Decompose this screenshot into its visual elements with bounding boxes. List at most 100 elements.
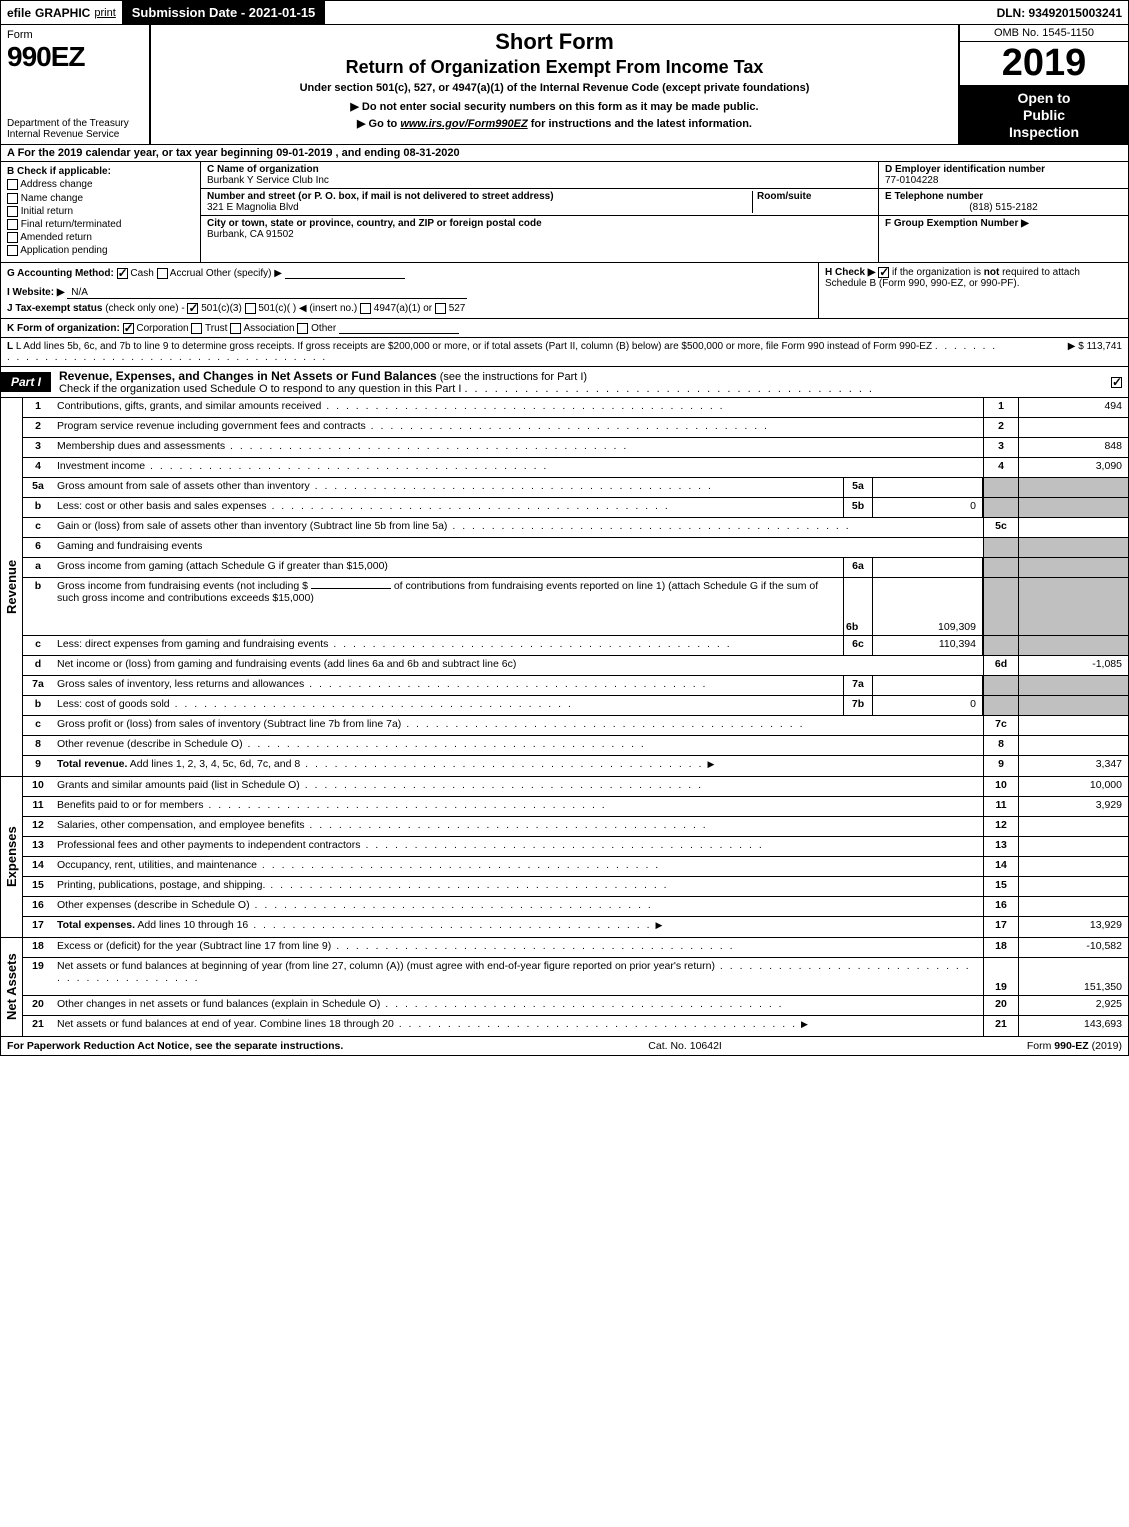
header-left: Form 990EZ Department of the Treasury In… bbox=[1, 25, 151, 144]
ein-value: 77-0104228 bbox=[885, 175, 1122, 186]
goto-line: ▶ Go to www.irs.gov/Form990EZ for instru… bbox=[157, 117, 952, 130]
application-pending-checkbox[interactable] bbox=[7, 245, 18, 256]
line-7b-desc: Less: cost of goods sold bbox=[57, 698, 170, 710]
line-1-desc: Contributions, gifts, grants, and simila… bbox=[57, 400, 321, 412]
line-9-val: 3,347 bbox=[1018, 756, 1128, 776]
h-section: H Check ▶ if the organization is not req… bbox=[818, 263, 1128, 318]
amended-return-label: Amended return bbox=[20, 232, 92, 243]
part1-dots bbox=[464, 383, 874, 395]
open-public-badge: Open to Public Inspection bbox=[960, 86, 1128, 144]
initial-return-label: Initial return bbox=[21, 206, 73, 217]
open-line2: Public bbox=[962, 107, 1126, 124]
line-4-desc: Investment income bbox=[57, 460, 145, 472]
return-title: Return of Organization Exempt From Incom… bbox=[157, 57, 952, 78]
treasury-dept: Department of the Treasury bbox=[7, 118, 143, 129]
l-text: L Add lines 5b, 6c, and 7b to line 9 to … bbox=[16, 341, 932, 352]
h-checkbox[interactable] bbox=[878, 267, 889, 278]
final-return-checkbox[interactable] bbox=[7, 219, 18, 230]
cat-no: Cat. No. 10642I bbox=[343, 1040, 1027, 1052]
association-checkbox[interactable] bbox=[230, 323, 241, 334]
trust-checkbox[interactable] bbox=[191, 323, 202, 334]
cash-checkbox[interactable] bbox=[117, 268, 128, 279]
line-5a-inner bbox=[873, 478, 983, 497]
line-7c-desc: Gross profit or (loss) from sales of inv… bbox=[57, 718, 401, 730]
dln-label: DLN: 93492015003241 bbox=[991, 4, 1128, 22]
line-8: 8Other revenue (describe in Schedule O)8 bbox=[23, 736, 1128, 756]
corporation-checkbox[interactable] bbox=[123, 323, 134, 334]
revenue-vert-label: Revenue bbox=[1, 398, 23, 776]
line-6c: cLess: direct expenses from gaming and f… bbox=[23, 636, 1128, 656]
irs-label: Internal Revenue Service bbox=[7, 129, 143, 140]
line-7c-val bbox=[1018, 716, 1128, 735]
revenue-section: Revenue 1Contributions, gifts, grants, a… bbox=[0, 398, 1129, 777]
schedule-o-checkbox[interactable] bbox=[1111, 377, 1122, 388]
line-8-val bbox=[1018, 736, 1128, 755]
line-16-val bbox=[1018, 897, 1128, 916]
col-b-checkboxes: B Check if applicable: Address change Na… bbox=[1, 162, 201, 262]
address-change-checkbox[interactable] bbox=[7, 179, 18, 190]
4947-checkbox[interactable] bbox=[360, 303, 371, 314]
ein-label: D Employer identification number bbox=[885, 164, 1122, 175]
col-d-ein: D Employer identification number 77-0104… bbox=[878, 162, 1128, 262]
line-1: 1Contributions, gifts, grants, and simil… bbox=[23, 398, 1128, 418]
line-18-val: -10,582 bbox=[1018, 938, 1128, 957]
line-14-val bbox=[1018, 857, 1128, 876]
line-17: 17Total expenses. Add lines 10 through 1… bbox=[23, 917, 1128, 937]
line-17-val: 13,929 bbox=[1018, 917, 1128, 937]
other-org-checkbox[interactable] bbox=[297, 323, 308, 334]
city-state-zip: Burbank, CA 91502 bbox=[207, 229, 872, 240]
irs-link[interactable]: www.irs.gov/Form990EZ bbox=[400, 118, 527, 130]
line-19-desc: Net assets or fund balances at beginning… bbox=[57, 960, 715, 972]
part1-hint: (see the instructions for Part I) bbox=[440, 371, 587, 383]
accrual-checkbox[interactable] bbox=[157, 268, 168, 279]
form-ref-num: 990-EZ bbox=[1054, 1040, 1088, 1052]
net-assets-section: Net Assets 18Excess or (deficit) for the… bbox=[0, 938, 1129, 1037]
line-16-desc: Other expenses (describe in Schedule O) bbox=[57, 899, 250, 911]
527-checkbox[interactable] bbox=[435, 303, 446, 314]
form-word: Form bbox=[7, 29, 143, 41]
expenses-lines: 10Grants and similar amounts paid (list … bbox=[23, 777, 1128, 937]
short-form-title: Short Form bbox=[157, 29, 952, 55]
line-10-val: 10,000 bbox=[1018, 777, 1128, 796]
line-20: 20Other changes in net assets or fund ba… bbox=[23, 996, 1128, 1016]
line-5b: bLess: cost or other basis and sales exp… bbox=[23, 498, 1128, 518]
omb-number: OMB No. 1545-1150 bbox=[960, 25, 1128, 42]
line-19-val: 151,350 bbox=[1018, 958, 1128, 995]
line-21-desc: Net assets or fund balances at end of ye… bbox=[57, 1018, 394, 1030]
header-right: OMB No. 1545-1150 2019 Open to Public In… bbox=[958, 25, 1128, 144]
name-change-label: Name change bbox=[21, 193, 83, 204]
line-6c-desc: Less: direct expenses from gaming and fu… bbox=[57, 638, 328, 650]
gh-row: G Accounting Method: Cash Accrual Other … bbox=[0, 263, 1129, 319]
line-18-desc: Excess or (deficit) for the year (Subtra… bbox=[57, 940, 331, 952]
line-14: 14Occupancy, rent, utilities, and mainte… bbox=[23, 857, 1128, 877]
line-13-desc: Professional fees and other payments to … bbox=[57, 839, 361, 851]
501c3-checkbox[interactable] bbox=[187, 303, 198, 314]
line-6b-desc1: Gross income from fundraising events (no… bbox=[57, 580, 308, 592]
line-2-val bbox=[1018, 418, 1128, 437]
line-20-desc: Other changes in net assets or fund bala… bbox=[57, 998, 380, 1010]
line-8-desc: Other revenue (describe in Schedule O) bbox=[57, 738, 243, 750]
print-link[interactable]: print bbox=[94, 7, 115, 19]
line-3: 3Membership dues and assessments3848 bbox=[23, 438, 1128, 458]
line-6c-inner: 110,394 bbox=[873, 636, 983, 655]
line-5c: cGain or (loss) from sale of assets othe… bbox=[23, 518, 1128, 538]
line-7b: bLess: cost of goods sold7b0 bbox=[23, 696, 1128, 716]
topbar-left: efile GRAPHIC print bbox=[1, 4, 122, 22]
amended-return-checkbox[interactable] bbox=[7, 232, 18, 243]
line-21: 21Net assets or fund balances at end of … bbox=[23, 1016, 1128, 1036]
city-label: City or town, state or province, country… bbox=[207, 218, 872, 229]
goto-suffix: for instructions and the latest informat… bbox=[531, 118, 752, 130]
l-amount: $ 113,741 bbox=[1078, 341, 1122, 352]
501c-checkbox[interactable] bbox=[245, 303, 256, 314]
initial-return-checkbox[interactable] bbox=[7, 206, 18, 217]
efile-label: efile bbox=[7, 6, 31, 20]
association-label: Association bbox=[243, 323, 294, 334]
other-specify-line[interactable] bbox=[285, 267, 405, 279]
other-org-line[interactable] bbox=[339, 322, 459, 334]
line-10: 10Grants and similar amounts paid (list … bbox=[23, 777, 1128, 797]
form-number: 990EZ bbox=[7, 41, 143, 73]
line-6-desc: Gaming and fundraising events bbox=[57, 540, 202, 552]
line-17-bold: Total expenses. bbox=[57, 919, 135, 931]
name-change-checkbox[interactable] bbox=[7, 193, 18, 204]
line-2-desc: Program service revenue including govern… bbox=[57, 420, 366, 432]
